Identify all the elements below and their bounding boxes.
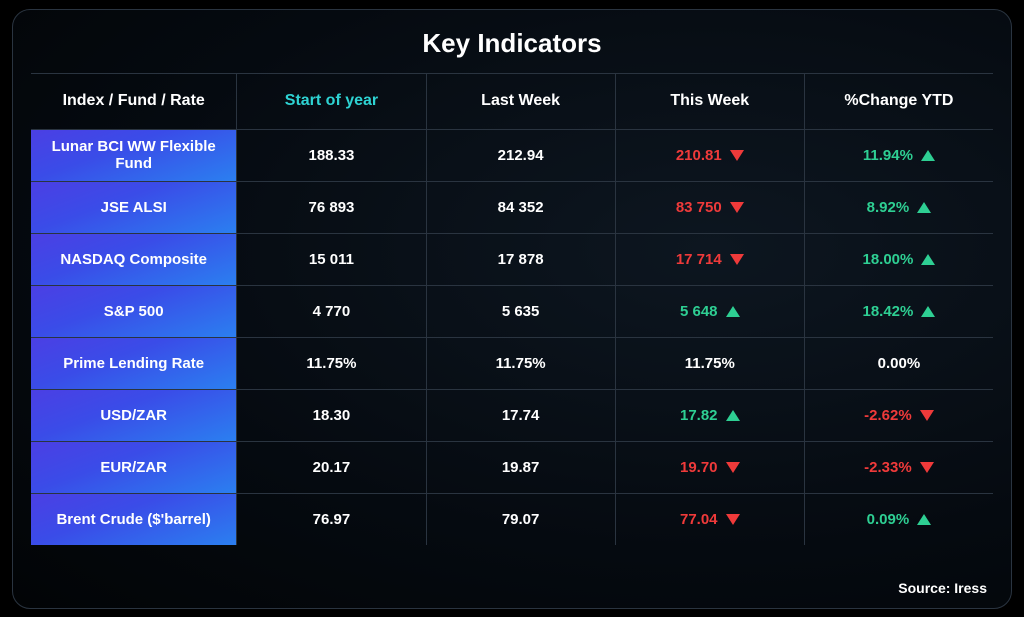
row-this-value: 83 750: [676, 199, 722, 216]
arrow-up-icon: [921, 150, 935, 161]
row-last: 19.87: [427, 442, 616, 493]
row-ytd-value: 18.00%: [862, 251, 913, 268]
row-name: USD/ZAR: [31, 390, 237, 441]
table-header-row: Index / Fund / Rate Start of year Last W…: [31, 73, 993, 129]
arrow-up-icon: [917, 514, 931, 525]
arrow-down-icon: [726, 462, 740, 473]
row-ytd: 11.94%: [805, 130, 993, 181]
row-last: 17 878: [427, 234, 616, 285]
arrow-down-icon: [730, 254, 744, 265]
row-ytd-value: 0.00%: [878, 355, 921, 372]
table-row: EUR/ZAR20.1719.87 19.70 -2.33%: [31, 441, 993, 493]
arrow-up-icon: [917, 202, 931, 213]
arrow-up-icon: [726, 410, 740, 421]
row-this-value: 77.04: [680, 511, 718, 528]
row-last: 79.07: [427, 494, 616, 545]
row-start: 18.30: [237, 390, 426, 441]
table-row: USD/ZAR18.3017.74 17.82 -2.62%: [31, 389, 993, 441]
row-ytd-value: 0.09%: [867, 511, 910, 528]
row-name: EUR/ZAR: [31, 442, 237, 493]
row-start: 76.97: [237, 494, 426, 545]
row-last: 11.75%: [427, 338, 616, 389]
row-name: JSE ALSI: [31, 182, 237, 233]
row-ytd-value: -2.62%: [864, 407, 912, 424]
row-ytd-value: 8.92%: [867, 199, 910, 216]
arrow-down-icon: [730, 150, 744, 161]
row-ytd-value: 11.94%: [863, 147, 913, 164]
row-start: 76 893: [237, 182, 426, 233]
row-ytd: 8.92%: [805, 182, 993, 233]
arrow-up-icon: [726, 306, 740, 317]
row-this: 210.81: [616, 130, 805, 181]
table-row: S&P 5004 7705 635 5 648 18.42%: [31, 285, 993, 337]
row-ytd: -2.62%: [805, 390, 993, 441]
row-this-value: 17 714: [676, 251, 722, 268]
row-ytd: 18.42%: [805, 286, 993, 337]
col-header-this: This Week: [616, 74, 805, 129]
row-this: 17 714: [616, 234, 805, 285]
row-ytd: -2.33%: [805, 442, 993, 493]
row-name: Prime Lending Rate: [31, 338, 237, 389]
row-this-value: 17.82: [680, 407, 718, 424]
row-last: 212.94: [427, 130, 616, 181]
row-this-value: 11.75%: [685, 355, 735, 372]
row-ytd-value: 18.42%: [862, 303, 913, 320]
indicators-table: Index / Fund / Rate Start of year Last W…: [13, 73, 1011, 570]
col-header-start: Start of year: [237, 74, 426, 129]
row-this: 77.04: [616, 494, 805, 545]
key-indicators-panel: Key Indicators Index / Fund / Rate Start…: [12, 9, 1012, 609]
row-last: 84 352: [427, 182, 616, 233]
source-label: Source: Iress: [13, 570, 1011, 608]
table-row: Prime Lending Rate11.75%11.75%11.75%0.00…: [31, 337, 993, 389]
col-header-last: Last Week: [427, 74, 616, 129]
row-ytd: 0.00%: [805, 338, 993, 389]
table-row: Brent Crude ($'barrel)76.9779.07 77.04 0.0…: [31, 493, 993, 545]
row-ytd: 0.09%: [805, 494, 993, 545]
row-this: 83 750: [616, 182, 805, 233]
row-start: 11.75%: [237, 338, 426, 389]
table-row: NASDAQ Composite15 01117 878 17 714 18.00%: [31, 233, 993, 285]
row-ytd: 18.00%: [805, 234, 993, 285]
row-this: 17.82: [616, 390, 805, 441]
arrow-up-icon: [921, 254, 935, 265]
col-header-ytd: %Change YTD: [805, 74, 993, 129]
panel-title: Key Indicators: [13, 10, 1011, 73]
arrow-down-icon: [920, 410, 934, 421]
row-last: 17.74: [427, 390, 616, 441]
row-this-value: 5 648: [680, 303, 718, 320]
row-this: 19.70: [616, 442, 805, 493]
row-start: 188.33: [237, 130, 426, 181]
row-name: Lunar BCI WW Flexible Fund: [31, 130, 237, 181]
col-header-name: Index / Fund / Rate: [31, 74, 237, 129]
row-this: 11.75%: [616, 338, 805, 389]
row-name: Brent Crude ($'barrel): [31, 494, 237, 545]
row-last: 5 635: [427, 286, 616, 337]
row-name: S&P 500: [31, 286, 237, 337]
row-start: 15 011: [237, 234, 426, 285]
table-row: Lunar BCI WW Flexible Fund188.33212.94 21…: [31, 129, 993, 181]
arrow-up-icon: [921, 306, 935, 317]
row-start: 4 770: [237, 286, 426, 337]
row-start: 20.17: [237, 442, 426, 493]
row-name: NASDAQ Composite: [31, 234, 237, 285]
arrow-down-icon: [726, 514, 740, 525]
table-row: JSE ALSI76 89384 352 83 750 8.92%: [31, 181, 993, 233]
arrow-down-icon: [730, 202, 744, 213]
arrow-down-icon: [920, 462, 934, 473]
row-this-value: 19.70: [680, 459, 718, 476]
row-this-value: 210.81: [676, 147, 722, 164]
row-ytd-value: -2.33%: [864, 459, 912, 476]
row-this: 5 648: [616, 286, 805, 337]
